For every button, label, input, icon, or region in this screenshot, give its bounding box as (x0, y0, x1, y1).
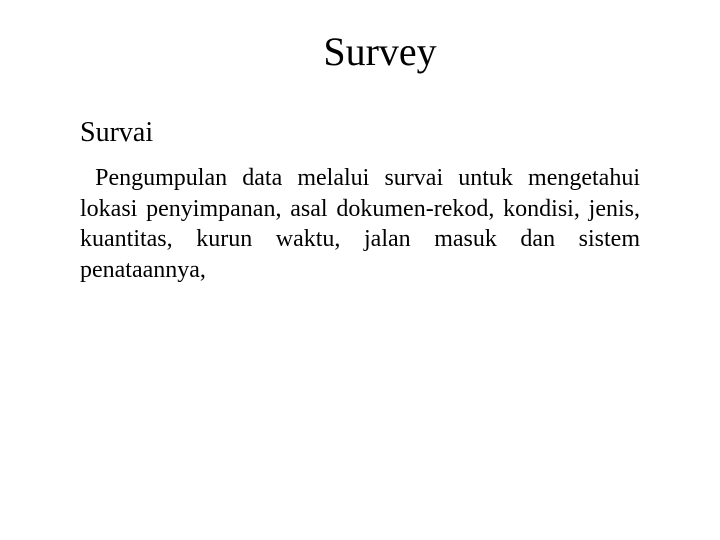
slide-title: Survey (80, 28, 640, 75)
slide-body-text: Pengumpulan data melalui survai untuk me… (80, 163, 640, 286)
slide-subheading: Survai (80, 117, 640, 149)
slide: Survey Survai Pengumpulan data melalui s… (0, 0, 720, 540)
